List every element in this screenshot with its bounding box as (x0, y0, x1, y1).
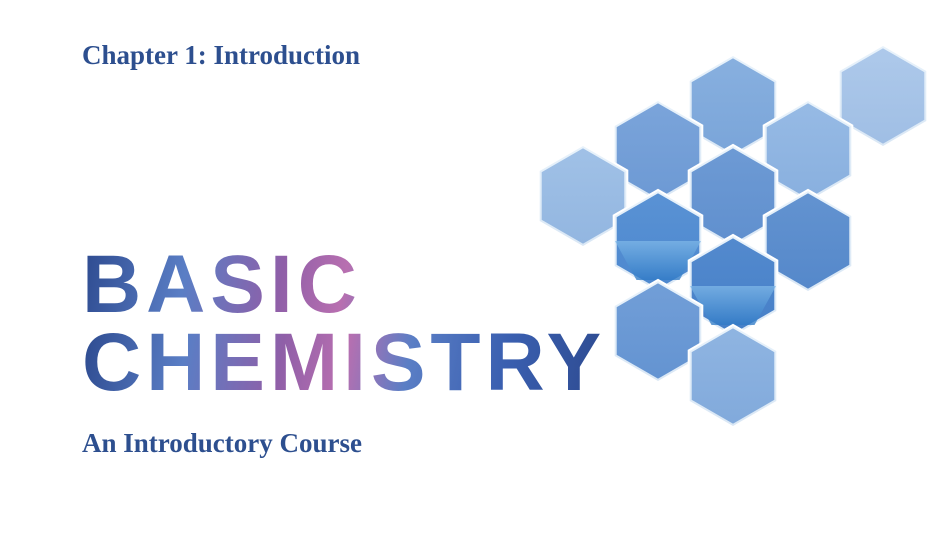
hexagon-cluster-graphic (488, 46, 938, 436)
slide: Chapter 1: Introduction BASIC CHEMISTRY … (0, 0, 950, 535)
chapter-heading: Chapter 1: Introduction (82, 40, 360, 71)
subtitle: An Introductory Course (82, 428, 362, 459)
